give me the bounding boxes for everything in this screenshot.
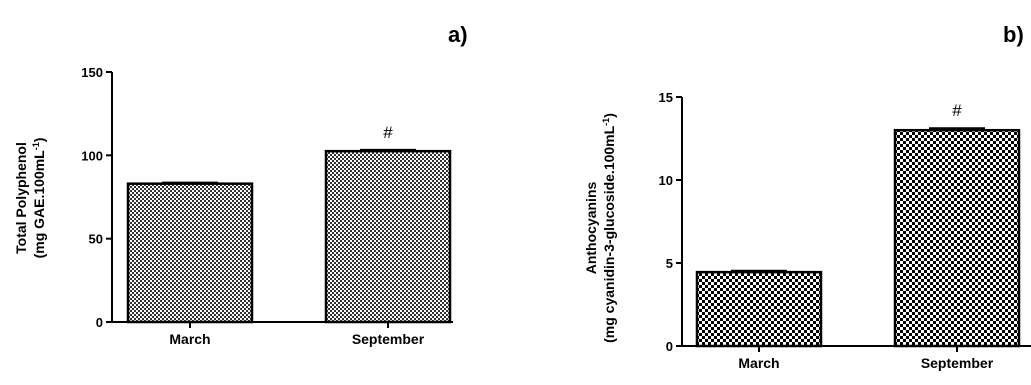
panel-a-bar-september [324,149,452,324]
panel-a-bar-march [126,182,254,324]
panel-a-ylabel-line2: (mg GAE.100mL-1) [31,138,47,259]
panel-b-bar-september [893,128,1021,348]
panel-b-ylabel-line1: Anthocyanins [583,182,599,275]
panel-b-ytick-label-2: 10 [659,173,673,188]
panel-a-ylabel-line1: Total Polyphenol [13,142,29,254]
panel-b-bar-march [695,270,823,348]
panel-b-chart: b) Anthocyanins (mg cyanidin-3-glucoside… [583,22,1031,371]
panel-b-significance-marker-1: # [952,101,962,120]
panel-b-category-label-1: September [921,355,994,371]
panel-a-category-label-0: March [169,331,210,347]
panel-b-category-label-0: March [738,355,779,371]
panel-a-ytick-label-1: 50 [89,232,103,247]
panel-a-label: a) [448,22,468,47]
panel-a-ytick-label-3: 150 [81,65,103,80]
panel-b-ylabel-line2: (mg cyanidin-3-glucoside.100mL-1) [601,113,617,343]
panel-a-significance-marker-1: # [383,123,393,142]
panel-a-ytick-label-0: 0 [96,315,103,330]
panel-b-ytick-label-3: 15 [659,90,673,105]
panel-b-ytick-label-1: 5 [666,256,673,271]
panel-a-ytick-label-2: 100 [81,148,103,163]
panel-b-label: b) [1003,22,1024,47]
panel-a-category-label-1: September [352,331,425,347]
panel-b-ytick-label-0: 0 [666,339,673,354]
panel-a-chart: a) Total Polyphenol (mg GAE.100mL-1) 0 50… [13,22,468,347]
